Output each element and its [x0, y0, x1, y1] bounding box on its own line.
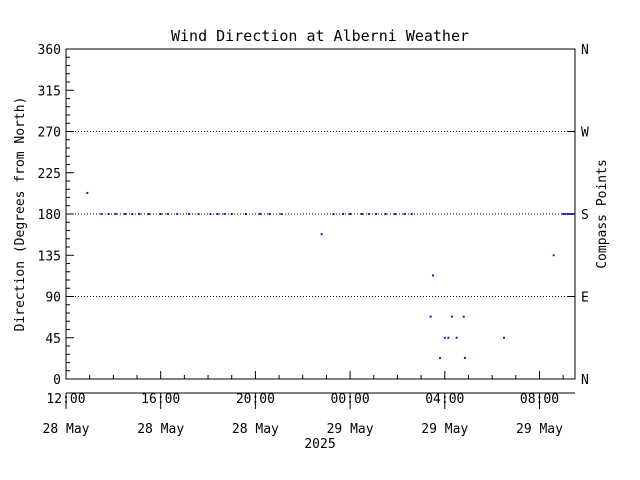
date-tick-label: 28 May: [43, 422, 90, 437]
compass-axis-label: Compass Points: [595, 159, 610, 269]
wind-direction-point: [332, 213, 335, 215]
wind-direction-point: [502, 336, 505, 339]
x-tick-label: 08:00: [520, 392, 559, 407]
date-tick-label: 29 May: [421, 422, 468, 437]
y-tick-label: 270: [38, 126, 61, 141]
wind-direction-point: [230, 213, 233, 215]
x-axis-label: 2025: [304, 437, 335, 452]
wind-direction-point: [176, 213, 179, 215]
x-tick-label: 20:00: [236, 392, 275, 407]
wind-direction-point: [455, 336, 458, 339]
y-tick-label: 0: [53, 373, 61, 388]
y-tick-label: 90: [45, 291, 61, 306]
compass-tick-label: E: [581, 291, 589, 306]
wind-direction-point: [197, 213, 200, 215]
wind-direction-point: [462, 315, 465, 318]
wind-direction-point: [443, 336, 446, 339]
wind-direction-point: [447, 336, 450, 339]
wind-direction-point: [209, 213, 212, 215]
wind-direction-point: [403, 213, 406, 215]
wind-direction-point: [244, 213, 247, 215]
wind-direction-point: [375, 213, 378, 215]
y-tick-label: 135: [38, 249, 61, 264]
wind-direction-point: [259, 213, 262, 215]
compass-tick-label: W: [581, 126, 589, 141]
date-tick-label: 28 May: [137, 422, 184, 437]
wind-direction-point: [566, 213, 569, 215]
y-axis: 0 45 90 135 180 225 270 315 360: [38, 43, 74, 388]
wind-direction-point: [188, 213, 191, 215]
y-tick-label: 45: [45, 332, 61, 347]
date-tick-label: 28 May: [232, 422, 279, 437]
wind-direction-point: [571, 213, 574, 215]
wind-direction-point: [223, 213, 226, 215]
wind-direction-point: [569, 213, 572, 215]
wind-direction-point: [159, 213, 162, 215]
chart-title: Wind Direction at Alberni Weather: [171, 27, 469, 45]
x-tick-label: 00:00: [331, 392, 370, 407]
gridlines: [66, 131, 575, 297]
x-tick-label: 12:00: [46, 392, 85, 407]
wind-direction-point: [564, 213, 567, 215]
wind-direction-point: [100, 213, 103, 215]
x-tick-label: 16:00: [141, 392, 180, 407]
wind-direction-point: [552, 254, 555, 257]
compass-tick-label: N: [581, 373, 589, 388]
wind-direction-point: [384, 213, 387, 215]
compass-tick-label: N: [581, 43, 589, 58]
wind-direction-point: [320, 233, 323, 236]
date-tick-label: 29 May: [327, 422, 374, 437]
wind-direction-point: [216, 213, 219, 215]
y-tick-label: 180: [38, 208, 61, 223]
y-axis-label: Direction (Degrees from North): [13, 97, 28, 332]
wind-direction-point: [107, 213, 110, 215]
wind-direction-point: [429, 315, 432, 318]
wind-direction-point: [114, 213, 117, 215]
y-tick-label: 360: [38, 43, 61, 58]
date-tick-label: 29 May: [516, 422, 563, 437]
wind-direction-point: [349, 213, 352, 215]
y-tick-label: 225: [38, 167, 61, 182]
wind-direction-point: [394, 213, 397, 215]
wind-direction-point: [280, 213, 283, 215]
compass-tick-label: S: [581, 208, 589, 223]
wind-direction-point: [368, 213, 371, 215]
y-tick-label: 315: [38, 84, 61, 99]
wind-direction-point: [166, 213, 169, 215]
wind-direction-point: [431, 274, 434, 277]
x-tick-label: 04:00: [425, 392, 464, 407]
wind-direction-point: [439, 356, 442, 359]
wind-direction-point: [463, 356, 466, 359]
wind-direction-point: [341, 213, 344, 215]
wind-direction-point: [124, 213, 127, 215]
wind-direction-point: [562, 213, 565, 215]
data-points: [86, 191, 574, 359]
x-axis: 12:00 28 May 16:00 28 May 20:00 28 May 00:00 29…: [43, 371, 575, 437]
wind-direction-point: [138, 213, 141, 215]
wind-direction-point: [268, 213, 271, 215]
wind-direction-point: [131, 213, 134, 215]
wind-direction-point: [147, 213, 150, 215]
wind-direction-point: [410, 213, 413, 215]
compass-axis: N E S W N: [567, 43, 589, 388]
wind-direction-point: [450, 315, 453, 318]
wind-direction-point: [86, 191, 89, 194]
wind-direction-point: [360, 213, 363, 215]
